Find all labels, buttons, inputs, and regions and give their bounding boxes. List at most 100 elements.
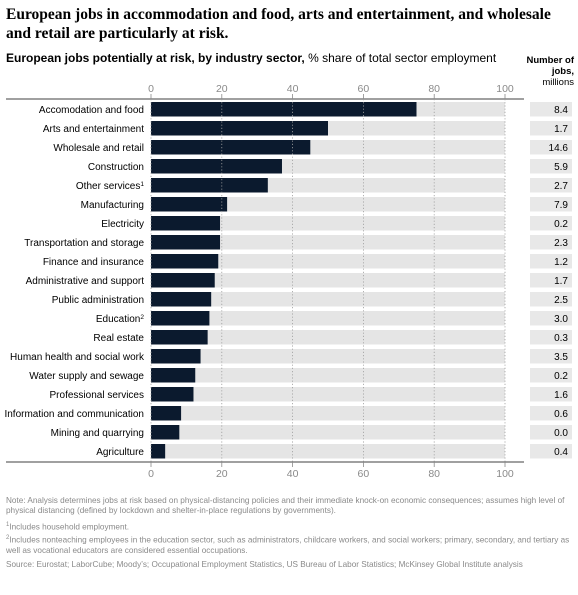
tick-label-top: 40: [287, 83, 299, 95]
jobs-value: 0.2: [554, 371, 568, 382]
bar: [151, 273, 215, 288]
category-label: Professional services: [50, 390, 144, 401]
jobs-value: 8.4: [554, 105, 568, 116]
jobs-value: 1.7: [554, 124, 568, 135]
jobs-box: [530, 235, 572, 250]
jobs-box: [530, 444, 572, 459]
bar: [151, 216, 221, 231]
bar-track: [151, 216, 505, 231]
bar-track: [151, 368, 505, 383]
bar: [151, 330, 208, 345]
bar: [151, 368, 196, 383]
category-label: Real estate: [93, 333, 144, 344]
bar: [151, 178, 268, 193]
category-label: Accomodation and food: [39, 105, 144, 116]
jobs-box: [530, 273, 572, 288]
tick-label-top: 0: [148, 83, 154, 95]
bar: [151, 121, 328, 136]
jobs-box: [530, 159, 572, 174]
tick-label-bottom: 40: [287, 468, 299, 480]
jobs-value: 3.0: [554, 314, 568, 325]
tick-label-bottom: 60: [358, 468, 370, 480]
tick-label-top: 80: [428, 83, 440, 95]
tick-labels: 0 0 20 20 40 40 60 60 80 80 100 100: [148, 83, 514, 480]
category-label: Transportation and storage: [24, 238, 144, 249]
bar: [151, 197, 228, 212]
category-label: Information and communication: [4, 409, 144, 420]
footnote-marker: 1: [140, 180, 144, 187]
source-note: Source: Eurostat; LaborCube; Moody’s; Oc…: [6, 560, 523, 570]
tick-label-top: 100: [496, 83, 514, 95]
category-label: Wholesale and retail: [53, 143, 144, 154]
bar-track: [151, 235, 505, 250]
category-label: Mining and quarrying: [51, 428, 144, 439]
category-label: Other services1: [76, 180, 144, 192]
bar: [151, 254, 219, 269]
jobs-value: 5.9: [554, 162, 568, 173]
jobs-box: [530, 330, 572, 345]
bar-track: [151, 444, 505, 459]
jobs-box: [530, 311, 572, 326]
category-label: Arts and entertainment: [43, 124, 144, 135]
bar-track: [151, 425, 505, 440]
jobs-column-header: Number of jobs, millions: [524, 55, 575, 88]
bar: [151, 311, 210, 326]
jobs-box: [530, 254, 572, 269]
bar-track: [151, 311, 505, 326]
bar-track: [151, 387, 505, 402]
jobs-box: [530, 387, 572, 402]
jobs-value: 0.6: [554, 409, 568, 420]
jobs-box: [530, 216, 572, 231]
footnote-marker: 2: [140, 313, 144, 320]
category-label: Water supply and sewage: [29, 371, 144, 382]
jobs-column-title: Number of jobs,: [526, 55, 575, 77]
bar: [151, 140, 311, 155]
category-label: Manufacturing: [81, 200, 144, 211]
category-label: Finance and insurance: [43, 257, 145, 268]
tick-label-bottom: 20: [216, 468, 228, 480]
bar-track: [151, 292, 505, 307]
jobs-value: 0.0: [554, 428, 568, 439]
category-label: Construction: [88, 162, 144, 173]
jobs-box: [530, 292, 572, 307]
bar-track: [151, 349, 505, 364]
bar: [151, 292, 212, 307]
tick-label-bottom: 100: [496, 468, 514, 480]
chart-notes: Note: Analysis determines jobs at risk b…: [6, 496, 572, 575]
jobs-value: 7.9: [554, 200, 568, 211]
jobs-values: 8.4 1.7 14.6 5.9 2.7 7.9 0.2 2.3 1.2 1.7 2.5 3.0 0.3…: [530, 102, 572, 459]
tick-label-top: 20: [216, 83, 228, 95]
jobs-value: 3.5: [554, 352, 568, 363]
footnote-2: 2Includes nonteaching employees in the e…: [6, 535, 570, 556]
jobs-column-units: millions: [542, 77, 574, 88]
tick-label-top: 60: [358, 83, 370, 95]
jobs-box: [530, 140, 572, 155]
bar: [151, 102, 417, 117]
jobs-value: 1.2: [554, 257, 568, 268]
jobs-box: [530, 197, 572, 212]
jobs-box: [530, 425, 572, 440]
jobs-box: [530, 406, 572, 421]
bar: [151, 425, 180, 440]
tick-label-bottom: 0: [148, 468, 154, 480]
jobs-value: 1.6: [554, 390, 568, 401]
jobs-value: 0.3: [554, 333, 568, 344]
bar: [151, 387, 194, 402]
bar-chart: 0 0 20 20 40 40 60 60 80 80 100 100 8.4 1.7 14.6 5.9 2.…: [4, 83, 572, 480]
bar: [151, 159, 282, 174]
jobs-box: [530, 368, 572, 383]
jobs-box: [530, 102, 572, 117]
analysis-note: Note: Analysis determines jobs at risk b…: [6, 496, 565, 516]
chart-title: European jobs in accommodation and food,…: [6, 6, 551, 42]
jobs-value: 0.4: [554, 447, 568, 458]
bar: [151, 406, 182, 421]
bar-track: [151, 273, 505, 288]
bar: [151, 235, 221, 250]
jobs-value: 0.2: [554, 219, 568, 230]
jobs-box: [530, 121, 572, 136]
footnote-1: 1Includes household employment.: [6, 522, 130, 533]
jobs-value: 1.7: [554, 276, 568, 287]
bar-track: [151, 254, 505, 269]
jobs-box: [530, 178, 572, 193]
category-label: Administrative and support: [26, 276, 145, 287]
